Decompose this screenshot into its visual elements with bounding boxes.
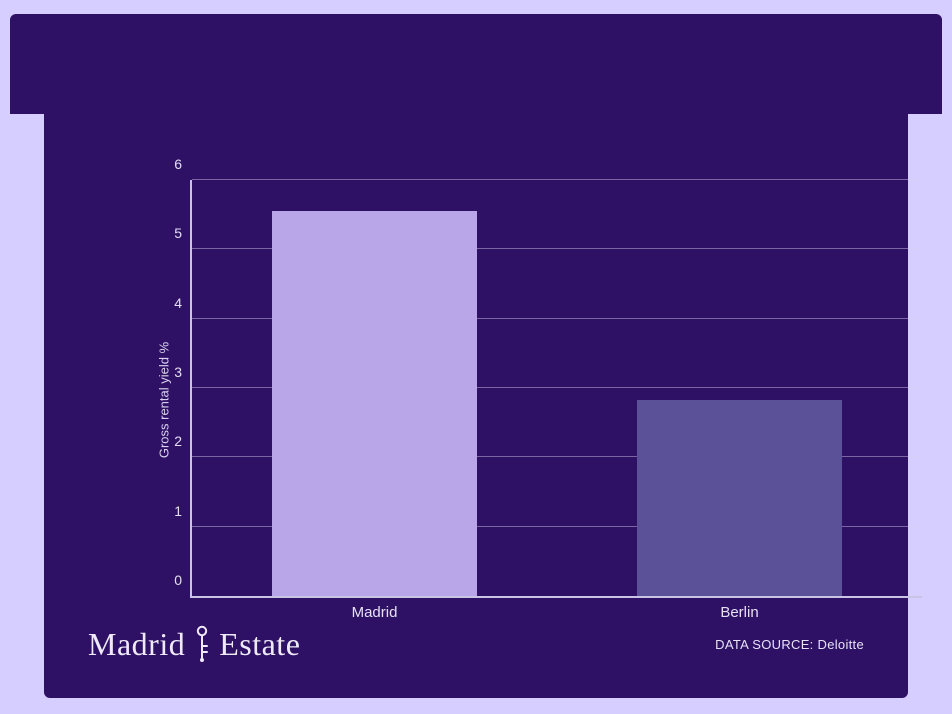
- bar-berlin: [637, 400, 841, 596]
- page-root: Average rental yield: Madrid vs. Berlin …: [0, 0, 952, 714]
- brand-word-1: Madrid: [88, 626, 185, 663]
- y-tick-label: 3: [174, 364, 182, 380]
- data-source-label: DATA SOURCE:: [715, 637, 813, 652]
- y-tick-label: 1: [174, 503, 182, 519]
- y-tick-label: 6: [174, 156, 182, 172]
- y-tick-label: 0: [174, 572, 182, 588]
- data-source: DATA SOURCE: Deloitte: [715, 637, 864, 652]
- brand-word-2: Estate: [219, 626, 300, 663]
- y-tick-label: 4: [174, 295, 182, 311]
- data-source-value: Deloitte: [818, 637, 864, 652]
- footer: Madrid Estate DATA SOURCE:: [88, 616, 864, 672]
- brand-logo: Madrid Estate: [88, 624, 300, 664]
- chart-card: Gross rental yield % 0123456MadridBerlin…: [44, 36, 908, 698]
- key-icon: [193, 624, 211, 664]
- y-tick-label: 2: [174, 433, 182, 449]
- chart-area: Gross rental yield % 0123456MadridBerlin: [162, 180, 922, 620]
- y-tick-label: 5: [174, 225, 182, 241]
- y-axis-label: Gross rental yield %: [157, 342, 172, 458]
- bar-madrid: [272, 211, 476, 596]
- gridline: [192, 179, 922, 180]
- plot-region: 0123456MadridBerlin: [190, 180, 922, 598]
